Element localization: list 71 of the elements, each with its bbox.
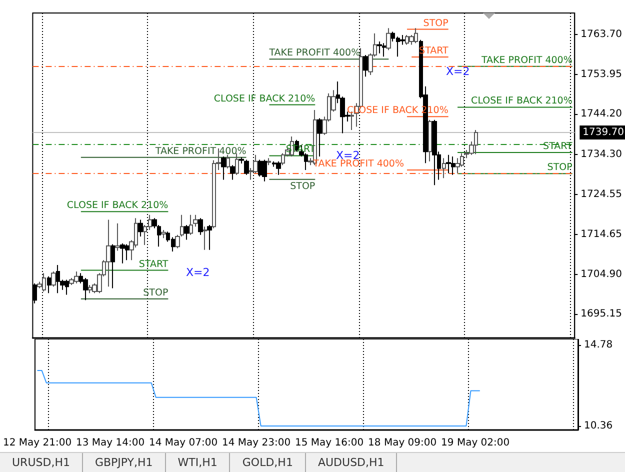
- series-label: STOP: [290, 180, 316, 192]
- x-tick-label: 13 May 14:00: [76, 438, 145, 448]
- line-series: [36, 370, 480, 426]
- candlestick: [317, 118, 322, 158]
- candlestick: [226, 154, 230, 169]
- x-tick-label: 14 May 07:00: [148, 438, 218, 448]
- candlestick: [193, 214, 198, 228]
- candlestick: [106, 219, 111, 288]
- candlestick: [428, 119, 432, 162]
- y-tick-label: 1734.30: [580, 149, 622, 160]
- series-label: CLOSE IF BACK 210%: [66, 200, 168, 212]
- y-tick-label: 1714.65: [580, 229, 622, 240]
- y-tick-label: 10.36: [584, 420, 613, 432]
- candlestick: [455, 158, 460, 174]
- candlestick: [230, 164, 235, 180]
- series-label: TAKE PROFIT 400%: [480, 54, 572, 66]
- candlestick: [138, 219, 143, 237]
- y-tick-label: 1695.15: [580, 308, 622, 320]
- series-label: START: [138, 258, 168, 270]
- series-label: TAKE PROFIT 400%: [154, 146, 246, 157]
- candlestick: [203, 226, 207, 250]
- text: URUSD,H1: [0, 453, 83, 472]
- candlestick: [363, 54, 368, 78]
- candlestick: [262, 159, 267, 182]
- candlestick: [239, 156, 244, 164]
- y-tick-label: 1753.95: [580, 68, 622, 80]
- text: AUDUSD,H1: [306, 453, 398, 472]
- x-tick-label: 12 May 21:00: [2, 438, 72, 448]
- y-tick-label: 1724.55: [580, 188, 622, 200]
- candlestick: [207, 224, 212, 250]
- candlestick: [115, 222, 120, 252]
- series-label: TAKE PROFIT 400%: [268, 48, 360, 59]
- candlestick: [47, 276, 51, 294]
- candlestick: [244, 159, 249, 176]
- series-label: TAKE PROFIT 400%: [312, 158, 404, 170]
- candlestick: [111, 244, 115, 289]
- series-label: STOP: [423, 18, 449, 29]
- series-label: CLOSE IF BACK 210%: [214, 93, 316, 104]
- annotation: X=2: [186, 266, 210, 279]
- x-tick-label: 15 May 16:00: [295, 438, 364, 448]
- candlestick: [276, 160, 281, 176]
- x-tick-label: 19 May 02:00: [441, 438, 510, 448]
- candlestick: [189, 214, 193, 236]
- series-label: CLOSE IF BACK 210%: [471, 96, 572, 107]
- text: WTI,H1: [166, 453, 230, 472]
- candlestick: [198, 218, 203, 236]
- candlestick: [51, 271, 56, 288]
- x-tick-label: 14 May 23:00: [222, 438, 291, 448]
- series-label: STOP: [547, 162, 573, 174]
- y-tick-label: 14.78: [584, 339, 613, 350]
- candlestick: [442, 158, 446, 179]
- candlestick: [446, 154, 451, 174]
- candlestick: [221, 156, 226, 180]
- text: GBPJPY,H1: [82, 453, 166, 472]
- candlestick: [432, 119, 437, 186]
- candlestick: [161, 229, 166, 239]
- candlestick: [386, 28, 391, 51]
- candlestick: [184, 224, 189, 240]
- text: GOLD,H1: [230, 453, 306, 472]
- y-tick-label: 1744.20: [580, 108, 622, 120]
- candlestick: [120, 242, 125, 264]
- y-tick-label: 1763.70: [580, 29, 622, 40]
- candlestick: [267, 158, 271, 166]
- y-tick-label: 1704.90: [580, 268, 622, 280]
- candlestick: [377, 41, 382, 54]
- candlestick: [235, 152, 239, 176]
- series-label: STOP: [143, 287, 168, 298]
- x-tick-label: 18 May 09:00: [368, 438, 437, 448]
- series-label: START: [543, 140, 573, 152]
- annotation: X=2: [446, 65, 470, 78]
- ref-line-label: 1739.70: [582, 126, 624, 138]
